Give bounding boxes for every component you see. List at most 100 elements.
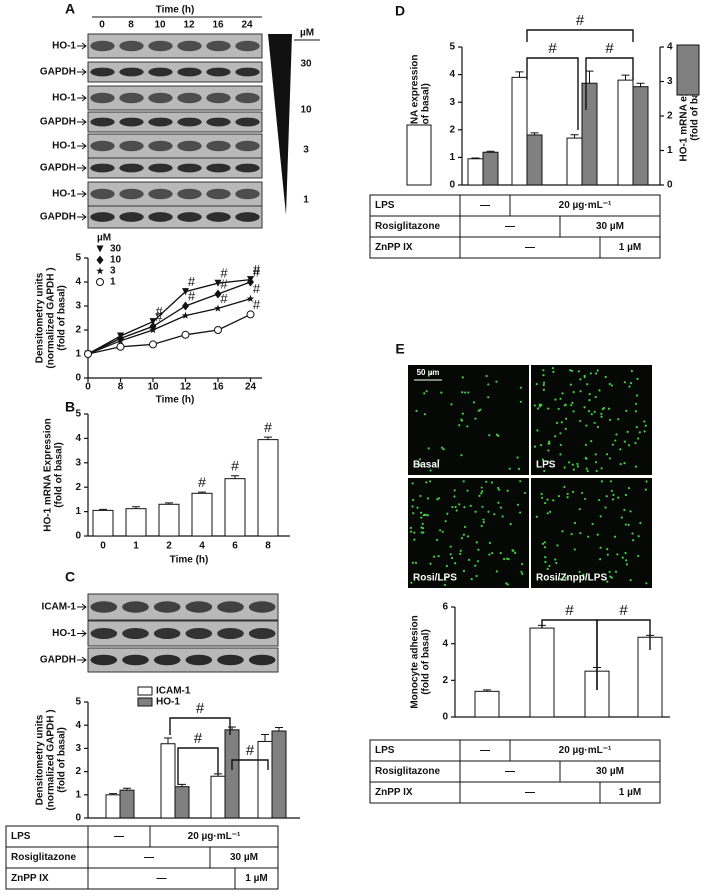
bracket — [177, 747, 219, 785]
x-axis-label: Time (h) — [156, 395, 195, 406]
bar — [257, 740, 273, 819]
blot-strip — [87, 61, 263, 83]
cell-dot — [488, 541, 492, 544]
cell-dot — [584, 456, 587, 459]
blot-band — [206, 140, 231, 152]
cell-dot — [569, 369, 572, 372]
point — [116, 342, 125, 351]
table-cell: — — [505, 221, 515, 232]
cell-dot — [523, 491, 527, 495]
cell-dot — [445, 564, 449, 568]
y-axis-label: (fold of basal) — [57, 727, 68, 793]
blot-band — [90, 601, 118, 613]
lane-label: 8 — [128, 20, 134, 31]
x-tick-label: 4 — [199, 541, 205, 552]
blot-band — [177, 140, 202, 152]
cell-dot — [552, 370, 555, 373]
cell-dot — [584, 443, 588, 446]
legend-label: 3 — [110, 266, 116, 277]
cell-dot — [625, 409, 628, 412]
arrow — [77, 94, 87, 102]
x-tick-label: 1 — [133, 541, 139, 552]
cell-dot — [626, 430, 629, 433]
blot-band — [148, 92, 173, 104]
arrow — [77, 118, 87, 126]
legend-marker — [96, 267, 104, 275]
cell-dot — [579, 378, 582, 381]
legend-marker — [96, 278, 104, 286]
blot-band — [122, 628, 149, 639]
cell-dot — [607, 407, 611, 410]
table-cell: 1 µM — [619, 242, 641, 253]
significance: # — [231, 457, 239, 473]
cell-dot — [460, 418, 463, 421]
y-axis-label: (fold of basal) — [57, 285, 68, 351]
cell-dot — [458, 424, 461, 427]
cell-dot — [490, 481, 494, 484]
bracket — [526, 29, 634, 42]
cell-dot — [634, 441, 637, 445]
cell-dot — [453, 495, 456, 498]
cell-dot — [409, 526, 413, 529]
cell-dot — [590, 413, 593, 416]
cell-dot — [437, 578, 440, 581]
panel-letter: A — [65, 1, 75, 17]
blot-band — [235, 140, 260, 152]
y-axis-label: ICAM-1 mRNA expression — [410, 55, 421, 178]
cell-dot — [600, 480, 604, 483]
cell-dot — [570, 369, 574, 372]
lane-label: 16 — [212, 20, 224, 31]
blot-band — [119, 140, 144, 152]
y-tick-label: 2 — [75, 325, 81, 336]
cell-dot — [645, 480, 648, 483]
table-frame — [369, 739, 661, 804]
cell-dot — [496, 486, 500, 490]
cell-dot — [595, 469, 598, 473]
cell-dot — [499, 551, 502, 555]
panel-letter: E — [395, 341, 404, 357]
blot-band — [153, 601, 181, 613]
x-tick-label: 10 — [147, 382, 159, 393]
cell-dot — [461, 376, 464, 379]
cell-dot — [460, 537, 464, 540]
point — [182, 288, 189, 296]
error-bar — [198, 491, 206, 494]
blot-band — [206, 212, 231, 222]
cell-dot — [625, 559, 628, 562]
point — [181, 330, 190, 339]
y-axis-label: (fold of basal) — [690, 75, 701, 141]
cell-dot — [509, 522, 512, 526]
cell-dot — [429, 469, 432, 472]
cell-dot — [514, 551, 517, 554]
cell-dot — [617, 496, 620, 499]
cell-dot — [571, 490, 575, 493]
cell-dot — [615, 433, 618, 436]
cell-dot — [487, 383, 490, 386]
significance: # — [188, 288, 196, 303]
cell-dot — [538, 403, 541, 406]
table-cell: — — [525, 242, 535, 253]
cell-dot — [599, 546, 602, 549]
blot-row-label: HO-1 — [52, 189, 76, 200]
y-tick-label: 1 — [449, 152, 455, 163]
blot-band — [122, 601, 149, 613]
cell-dot — [586, 469, 589, 473]
cell-dot — [480, 486, 483, 489]
cell-dot — [606, 548, 609, 551]
cell-dot — [557, 495, 561, 498]
y-tick-label: 5 — [75, 697, 81, 708]
legend-swatch — [406, 124, 432, 186]
point — [149, 340, 157, 349]
y-tick-label: 3 — [667, 76, 673, 87]
cell-dot — [573, 548, 576, 551]
cell-dot — [577, 370, 580, 373]
table-cell: — — [480, 200, 490, 211]
cell-dot — [476, 560, 480, 563]
blot-strip — [87, 620, 279, 647]
cell-dot — [631, 532, 634, 535]
blot-band — [119, 188, 144, 200]
error-bar — [621, 74, 630, 81]
cell-dot — [413, 531, 416, 534]
point — [214, 289, 222, 299]
cell-dot — [443, 583, 446, 586]
